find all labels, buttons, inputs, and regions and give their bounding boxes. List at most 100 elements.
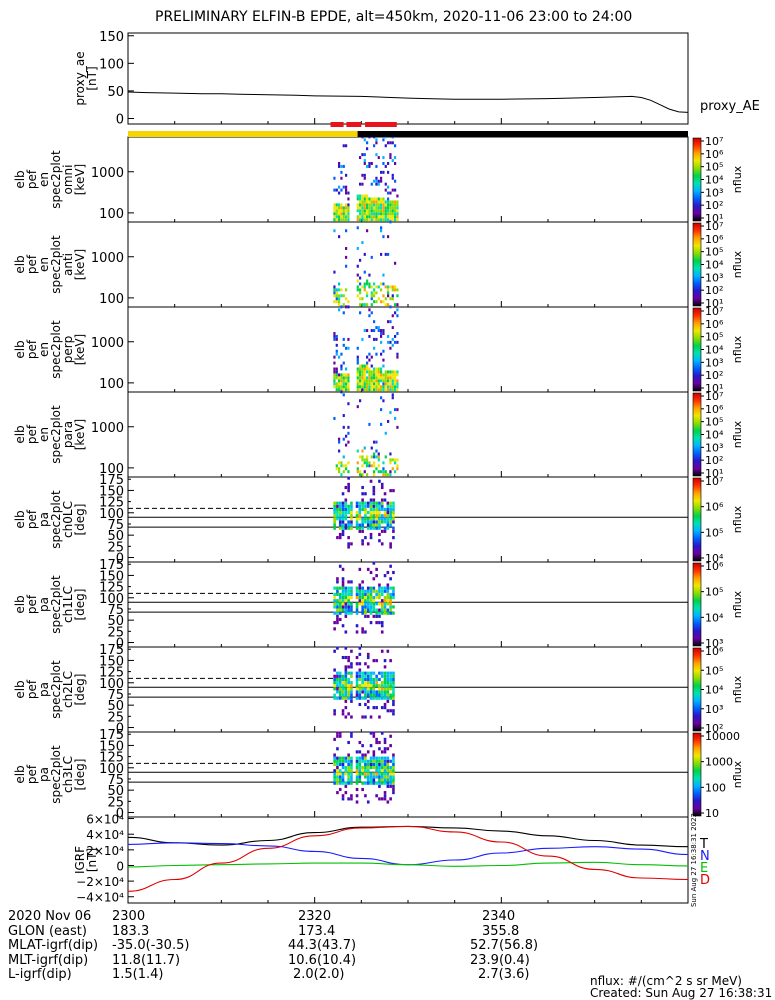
spec-perp-cell: [368, 373, 371, 377]
spec-perp-cell: [359, 379, 362, 383]
pa-ch2-cell: [369, 687, 373, 691]
pa-ch0-cell: [336, 501, 339, 505]
pa-ch1-cell: [341, 592, 345, 596]
pa-ch0-cell: [364, 511, 367, 515]
spec-omni-cell: [377, 218, 380, 222]
spec-perp-cell: [375, 370, 378, 374]
pa-ch3-ytick-minor-label: 25: [107, 795, 124, 810]
pa-ch0-cell: [355, 517, 359, 521]
pa-ch3-cell: [347, 778, 350, 782]
spec-omni-cell: [373, 179, 376, 183]
pa-ch2-cell: [333, 649, 336, 653]
spec-perp-cell: [359, 373, 362, 377]
spec-perp-cell: [389, 385, 392, 389]
spec-omni-cell: [338, 191, 341, 195]
pa-ch1-ylabel-line-4: ch1LC: [61, 586, 75, 623]
spec-omni-cell: [345, 203, 348, 207]
pa-ch0-cell: [389, 489, 392, 493]
pa-ch0-cell: [380, 482, 384, 486]
spec-para-cell: [338, 449, 341, 453]
pa-ch1-cell: [372, 599, 376, 603]
pa-ch3-ylabel-line-1: pef: [25, 764, 39, 784]
pa-ch2-cell: [358, 702, 362, 707]
spec-omni-cell: [377, 209, 380, 213]
spec-para-cell: [359, 455, 362, 459]
pa-ch0-cell: [375, 504, 378, 508]
spec-perp-frame: [127, 306, 689, 393]
spec-omni-cell: [335, 203, 338, 207]
pa-ch0-cell: [364, 520, 367, 524]
spec-para-cell: [389, 452, 392, 456]
pa-ch3-cell: [344, 781, 348, 785]
pa-ch0-cell: [358, 523, 362, 527]
pa-ch1-cell: [366, 586, 370, 590]
pa-ch0-cell: [372, 501, 376, 505]
spec-perp-cell: [396, 355, 399, 359]
pa-ch3-cell: [336, 762, 339, 766]
pa-ch2-cell: [350, 665, 353, 669]
pa-ch0-cell: [380, 542, 384, 546]
pa-ch2-cell: [378, 687, 381, 691]
spec-omni-cell: [394, 218, 397, 222]
spec-omni-cell: [384, 164, 387, 168]
spec-perp-cell: [391, 379, 394, 383]
spec-omni-cell: [361, 212, 364, 216]
spec-omni-cell: [396, 200, 399, 204]
spec-anti-cell: [338, 288, 341, 292]
spec-omni-cell: [340, 176, 343, 180]
pa-ch1-cell: [389, 577, 392, 581]
spec-perp-cell: [368, 379, 371, 383]
spec-omni-cell: [380, 212, 383, 216]
pa-ch3-cell: [333, 775, 336, 779]
pa-ch0-cell: [355, 504, 359, 508]
pa-ch2-cell: [383, 696, 387, 700]
pa-ch1-cell: [380, 624, 384, 628]
pa-ch1-cell: [333, 596, 336, 600]
pa-ch2-cell: [364, 690, 367, 694]
pa-ch2-cell: [333, 668, 336, 672]
pa-ch3-cell: [355, 759, 359, 763]
spec-omni-cell: [356, 206, 359, 210]
spec-anti-cell: [342, 294, 345, 298]
pa-ch1-cell: [392, 596, 395, 600]
pa-ch2-cell: [341, 709, 345, 713]
pa-ch0-cell: [347, 545, 350, 549]
pa-ch0-cell: [389, 504, 392, 508]
spec-anti-ytick-label: 100: [99, 292, 124, 307]
pa-ch1-cell: [366, 608, 370, 612]
spec-perp-cell: [366, 382, 369, 386]
pa-ch1-cell: [361, 596, 364, 600]
spec-para-cell: [361, 464, 364, 468]
igrf-frame: [127, 816, 689, 904]
pa-ch1-ytick-label: 100: [99, 592, 124, 607]
proxy-ae-line: [127, 91, 689, 113]
pa-ch1-cell: [347, 596, 350, 600]
pa-ch3-colorbar-tick-label: 10000: [705, 730, 740, 743]
pa-ch1-cell: [336, 608, 339, 612]
pa-ch0-colorbar-scale: [692, 477, 702, 562]
spec-omni-cell: [359, 203, 362, 207]
spec-anti-cell: [345, 264, 348, 268]
spec-omni-cell: [387, 203, 390, 207]
pa-ch3-cell: [355, 781, 359, 785]
spec-omni-cell: [375, 153, 378, 157]
science-zone-bar-1: [346, 122, 362, 127]
spec-omni-cell: [387, 162, 390, 165]
spec-omni-cell: [391, 188, 394, 192]
pa-ch1-cell: [364, 611, 367, 615]
pa-ch0-cell: [372, 520, 376, 524]
pa-ch0-cell: [338, 504, 342, 508]
pa-ch3-cell: [358, 762, 362, 766]
spec-omni-cell: [370, 212, 373, 216]
spec-perp-cell: [338, 308, 341, 312]
pa-ch2-cell: [338, 681, 342, 685]
pa-ch1-cell: [366, 589, 370, 593]
spec-perp-cell: [380, 376, 383, 380]
spec-omni-cell: [366, 164, 369, 168]
spec-perp-cell: [380, 388, 383, 392]
pa-ch3-cell: [350, 766, 353, 770]
pa-ch2-cell: [369, 696, 373, 700]
spec-anti-colorbar-tick-label: 10¹: [705, 297, 723, 310]
